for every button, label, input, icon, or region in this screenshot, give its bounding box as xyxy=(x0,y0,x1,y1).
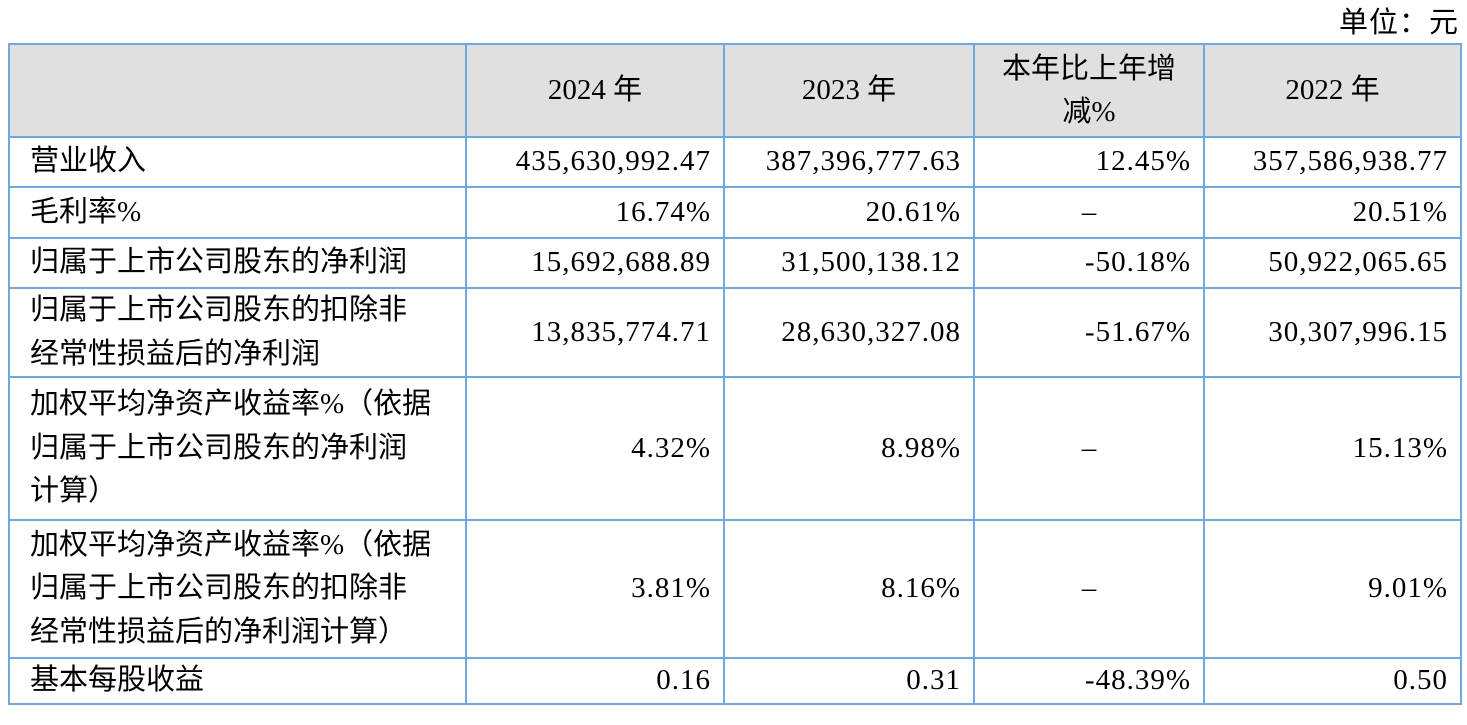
table-row: 加权平均净资产收益率%（依据 归属于上市公司股东的净利润 计算） 4.32% 8.9… xyxy=(8,376,1462,521)
row-label: 加权平均净资产收益率%（依据 归属于上市公司股东的净利润 计算） xyxy=(8,376,467,521)
header-cell-yoy-change: 本年比上年增 减% xyxy=(973,43,1205,138)
cell-yoy-change: – xyxy=(973,376,1205,521)
row-label: 归属于上市公司股东的扣除非 经常性损益后的净利润 xyxy=(8,287,467,378)
cell-2022: 50,922,065.65 xyxy=(1203,237,1462,289)
cell-2022: 357,586,938.77 xyxy=(1203,136,1462,188)
cell-2024: 15,692,688.89 xyxy=(465,237,725,289)
cell-2023: 8.98% xyxy=(723,376,975,521)
cell-2022: 0.50 xyxy=(1203,657,1462,705)
cell-yoy-change: – xyxy=(973,519,1205,659)
financial-summary-table: 2024 年 2023 年 本年比上年增 减% 2022 年 营业收入 435,6… xyxy=(8,43,1462,705)
row-label: 营业收入 xyxy=(8,136,467,188)
cell-2024: 13,835,774.71 xyxy=(465,287,725,378)
table-header: 2024 年 2023 年 本年比上年增 减% 2022 年 xyxy=(8,43,1462,138)
header-cell-2022: 2022 年 xyxy=(1203,43,1462,138)
cell-2023: 28,630,327.08 xyxy=(723,287,975,378)
table-row: 加权平均净资产收益率%（依据 归属于上市公司股东的扣除非 经常性损益后的净利润计… xyxy=(8,519,1462,659)
row-label: 归属于上市公司股东的净利润 xyxy=(8,237,467,289)
cell-2024: 16.74% xyxy=(465,186,725,239)
table-row: 毛利率% 16.74% 20.61% –20.51% xyxy=(8,186,1462,239)
table-row: 归属于上市公司股东的净利润 15,692,688.89 31,500,138.12-… xyxy=(8,237,1462,289)
cell-2024: 435,630,992.47 xyxy=(465,136,725,188)
table-row: 基本每股收益 0.16 0.31 -48.39% 0.50 xyxy=(8,657,1462,705)
cell-2024: 3.81% xyxy=(465,519,725,659)
cell-2023: 31,500,138.12 xyxy=(723,237,975,289)
cell-2022: 20.51% xyxy=(1203,186,1462,239)
header-cell-2023: 2023 年 xyxy=(723,43,975,138)
row-label: 加权平均净资产收益率%（依据 归属于上市公司股东的扣除非 经常性损益后的净利润计… xyxy=(8,519,467,659)
cell-2022: 15.13% xyxy=(1203,376,1462,521)
header-cell-indicator xyxy=(8,43,467,138)
header-row: 2024 年 2023 年 本年比上年增 减% 2022 年 xyxy=(8,43,1462,138)
cell-yoy-change: -50.18% xyxy=(973,237,1205,289)
table-row: 归属于上市公司股东的扣除非 经常性损益后的净利润 13,835,774.71 28,… xyxy=(8,287,1462,378)
cell-2023: 0.31 xyxy=(723,657,975,705)
cell-2024: 4.32% xyxy=(465,376,725,521)
cell-2023: 387,396,777.63 xyxy=(723,136,975,188)
table-row: 营业收入 435,630,992.47 387,396,777.63 12.45% 35… xyxy=(8,136,1462,188)
cell-yoy-change: – xyxy=(973,186,1205,239)
cell-2022: 9.01% xyxy=(1203,519,1462,659)
unit-label: 单位：元 xyxy=(1338,7,1459,39)
cell-yoy-change: 12.45% xyxy=(973,136,1205,188)
row-label: 毛利率% xyxy=(8,186,467,239)
cell-2022: 30,307,996.15 xyxy=(1203,287,1462,378)
header-cell-2024: 2024 年 xyxy=(465,43,725,138)
cell-2023: 8.16% xyxy=(723,519,975,659)
row-label: 基本每股收益 xyxy=(8,657,467,705)
cell-2024: 0.16 xyxy=(465,657,725,705)
cell-2023: 20.61% xyxy=(723,186,975,239)
cell-yoy-change: -48.39% xyxy=(973,657,1205,705)
cell-yoy-change: -51.67% xyxy=(973,287,1205,378)
table-body: 营业收入 435,630,992.47 387,396,777.63 12.45% 35… xyxy=(8,136,1462,705)
